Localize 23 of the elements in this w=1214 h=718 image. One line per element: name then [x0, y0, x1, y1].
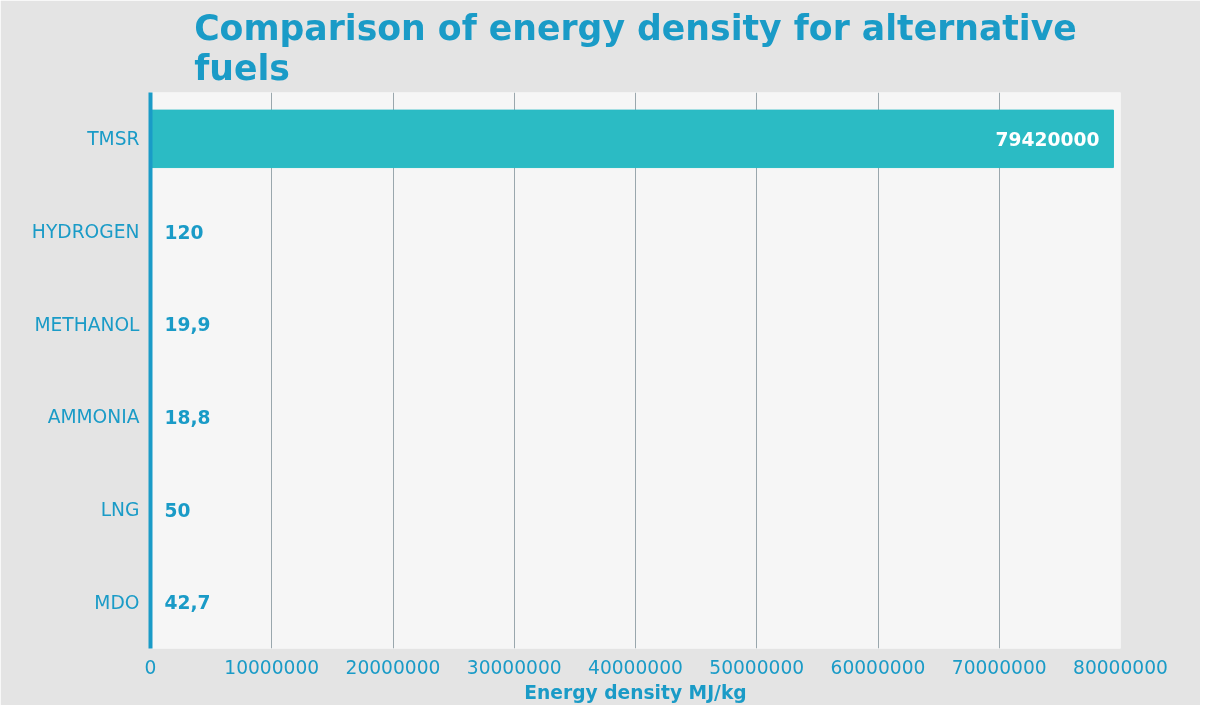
- x-tick-label: 70000000: [951, 656, 1047, 678]
- y-tick-label: METHANOL: [34, 313, 141, 335]
- data-label: 19,9: [164, 314, 211, 336]
- data-label: 42,7: [164, 592, 211, 614]
- x-axis-title: Energy density MJ/kg: [524, 681, 747, 703]
- x-tick-label: 30000000: [466, 656, 562, 678]
- x-tick-label: 50000000: [709, 656, 805, 678]
- x-tick-label: 40000000: [588, 656, 683, 678]
- data-label: 18,8: [164, 406, 211, 428]
- chart-title: Comparison of energy density for alternative fuels: [194, 7, 1077, 88]
- y-tick-label: MDO: [94, 591, 140, 613]
- y-tick-label: TMSR: [86, 128, 140, 150]
- data-label: 50: [164, 499, 191, 521]
- data-label: 79420000: [995, 128, 1100, 150]
- y-tick-label: LNG: [100, 499, 140, 520]
- x-tick-label: 60000000: [830, 656, 926, 678]
- y-tick-label: HYDROGEN: [31, 221, 140, 242]
- x-tick-label: 80000000: [1073, 656, 1168, 678]
- data-label: 120: [164, 221, 204, 243]
- y-tick-label: AMMONIA: [47, 406, 140, 428]
- x-tick-label: 20000000: [345, 656, 441, 678]
- x-tick-label: 0: [144, 656, 157, 678]
- x-tick-label: 10000000: [224, 656, 320, 678]
